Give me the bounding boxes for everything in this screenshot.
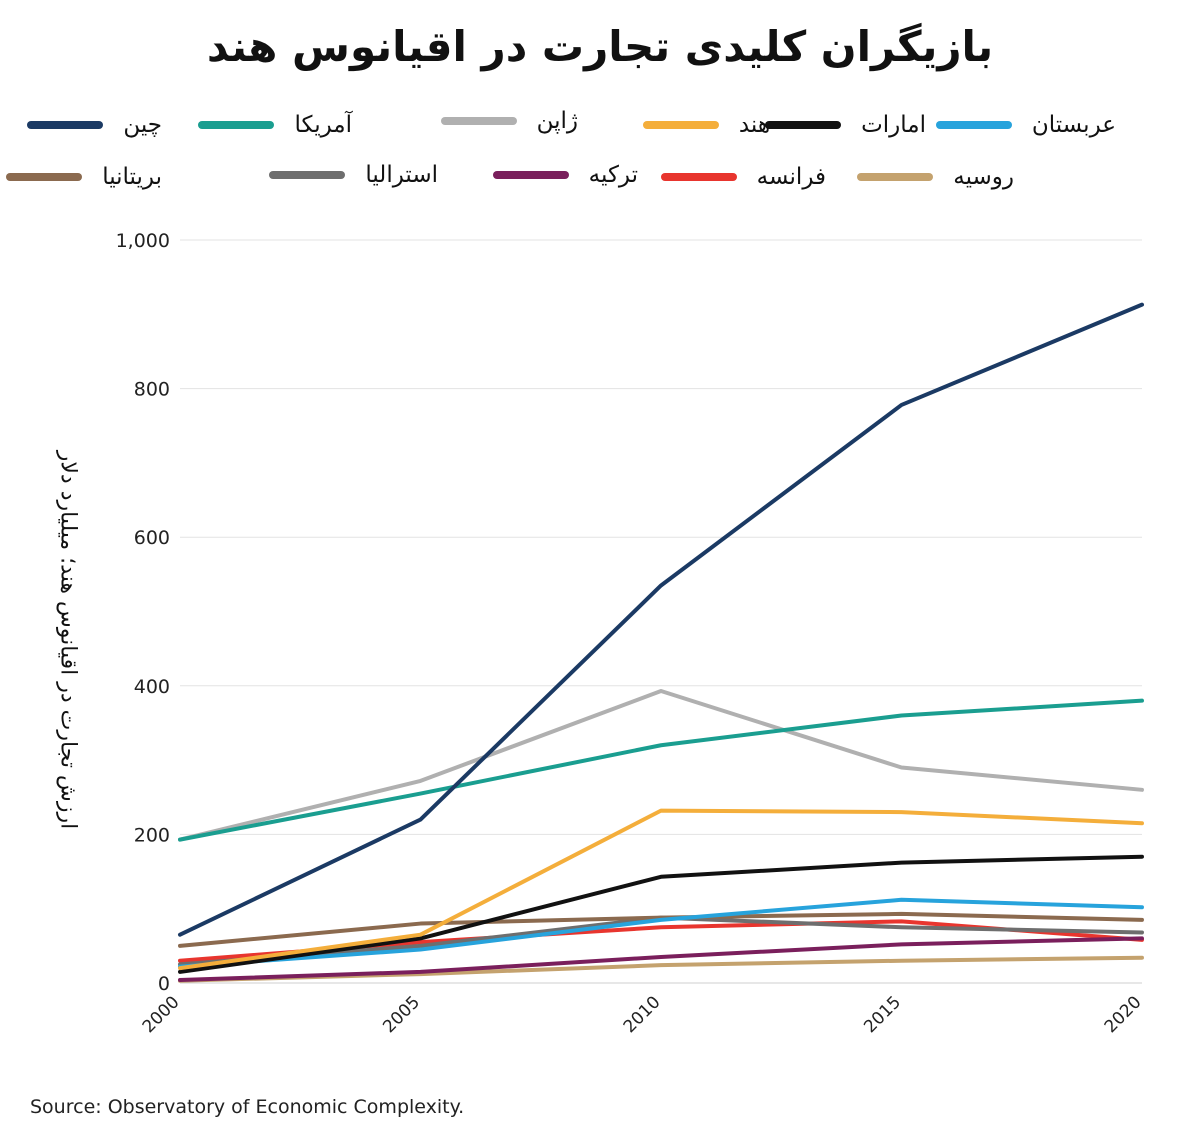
legend-label: بریتانیا xyxy=(102,164,162,190)
legend-swatch xyxy=(440,117,517,125)
source-note: Source: Observatory of Economic Complexi… xyxy=(30,1096,465,1118)
legend-label: چین xyxy=(123,112,162,138)
legend-item: هند xyxy=(642,108,770,142)
legend-item: ژاپن xyxy=(440,104,578,138)
series-line xyxy=(178,302,1144,937)
legend-item: عربستان xyxy=(935,108,1116,142)
series-line xyxy=(178,698,1144,842)
legend-swatch xyxy=(857,173,934,181)
x-tick-label: 2000 xyxy=(139,992,184,1037)
legend-item: فرانسه xyxy=(660,160,826,194)
y-tick-label: 0 xyxy=(158,973,170,995)
legend-item: چین xyxy=(27,108,162,142)
series-line xyxy=(178,854,1144,974)
legend-item: ترکیه xyxy=(492,158,638,192)
legend-swatch xyxy=(642,121,719,129)
legend-label: امارات xyxy=(861,112,926,138)
chart-title: بازیگران کلیدی تجارت در اقیانوس هند xyxy=(206,22,994,71)
x-tick-label: 2015 xyxy=(860,992,905,1037)
legend-label: عربستان xyxy=(1031,112,1116,138)
legend-item: بریتانیا xyxy=(6,160,162,194)
x-tick-label: 2020 xyxy=(1101,992,1146,1037)
legend-label: روسیه xyxy=(953,164,1014,190)
legend-swatch xyxy=(27,121,104,129)
series-line xyxy=(178,936,1144,983)
legend-item: استرالیا xyxy=(269,158,438,192)
legend-swatch xyxy=(6,173,83,181)
legend-swatch xyxy=(765,121,842,129)
y-tick-label: 200 xyxy=(134,824,170,846)
legend-label: فرانسه xyxy=(756,164,826,190)
legend-swatch xyxy=(935,121,1012,129)
y-axis-label: ارزش تجارت در اقیانوس هند؛ میلیارد دلار xyxy=(55,450,81,830)
x-tick-label: 2005 xyxy=(379,992,424,1037)
series-line xyxy=(178,897,1144,969)
legend-item: آمریکا xyxy=(198,108,352,142)
y-tick-label: 600 xyxy=(134,527,170,549)
series-line xyxy=(178,955,1144,983)
legend-label: هند xyxy=(738,112,770,138)
y-tick-label: 800 xyxy=(134,379,170,401)
legend-label: استرالیا xyxy=(365,162,438,188)
legend-swatch xyxy=(492,171,569,179)
y-tick-label: 400 xyxy=(134,676,170,698)
legend-swatch xyxy=(660,173,737,181)
series-line xyxy=(178,808,1144,971)
legend-item: امارات xyxy=(765,108,926,142)
series-line xyxy=(178,911,1144,948)
legend-item: روسیه xyxy=(857,160,1014,194)
legend-swatch xyxy=(269,171,346,179)
legend-swatch xyxy=(198,121,275,129)
series-line xyxy=(178,689,1144,842)
legend-label: آمریکا xyxy=(294,112,352,138)
y-tick-label: 1,000 xyxy=(116,230,170,252)
legend-label: ترکیه xyxy=(588,162,638,188)
x-tick-label: 2010 xyxy=(620,992,665,1037)
legend-label: ژاپن xyxy=(536,108,578,134)
